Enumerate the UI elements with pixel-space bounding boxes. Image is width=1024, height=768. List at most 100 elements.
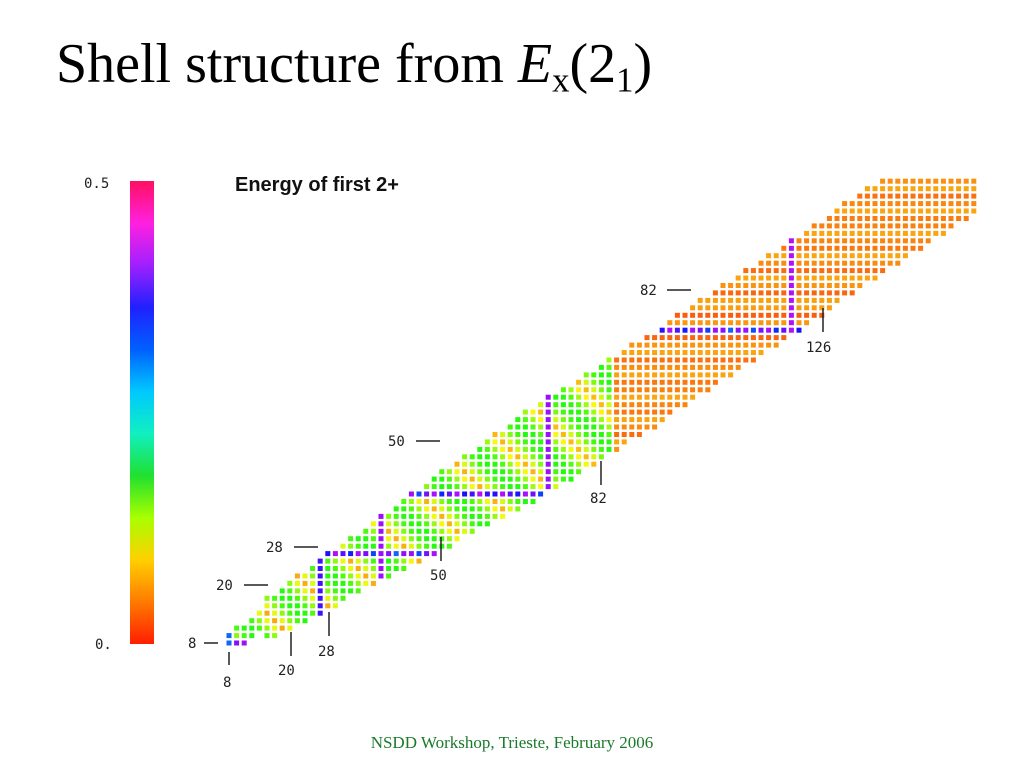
nuclide-cell — [325, 603, 331, 609]
nuclide-cell — [644, 357, 650, 363]
nuclide-cell — [652, 335, 658, 341]
nuclide-cell — [720, 372, 726, 378]
nuclide-cell — [332, 573, 338, 579]
nuclide-cell — [530, 476, 536, 482]
nuclide-cell — [690, 372, 696, 378]
nuclide-cell — [401, 521, 407, 527]
nuclide-cell — [431, 491, 437, 497]
nuclide-cell — [477, 521, 483, 527]
nuclide-cell — [712, 327, 718, 333]
chart-cells — [226, 178, 977, 646]
nuclide-cell — [636, 424, 642, 430]
nuclide-cell — [576, 394, 582, 400]
nuclide-cell — [614, 387, 620, 393]
nuclide-cell — [948, 201, 954, 207]
nuclide-cell — [796, 260, 802, 266]
nuclide-cell — [294, 588, 300, 594]
nuclide-cell — [826, 253, 832, 259]
nuclide-cell — [925, 193, 931, 199]
nuclide-cell — [332, 595, 338, 601]
nuclide-cell — [781, 327, 787, 333]
nuclide-cell — [226, 640, 232, 646]
nuclide-cell — [834, 245, 840, 251]
proton-magic-labels — [204, 289, 691, 644]
nuclide-cell — [560, 394, 566, 400]
nuclide-cell — [249, 625, 255, 631]
nuclide-cell — [325, 558, 331, 564]
nuclide-cell — [553, 432, 559, 437]
nuclide-cell — [781, 245, 787, 251]
nuclide-cell — [439, 513, 445, 519]
nuclide-cell — [766, 327, 772, 333]
nuclide-cell — [849, 260, 855, 266]
nuclide-cell — [340, 551, 346, 557]
nuclide-cell — [545, 446, 551, 452]
neutron-magic-ticks — [228, 308, 824, 665]
nuclide-cell — [864, 223, 870, 229]
nuclide-cell — [348, 588, 354, 594]
nuclide-cell — [788, 297, 794, 303]
nuclide-cell — [530, 484, 536, 490]
nuclide-cell — [781, 268, 787, 274]
nuclide-cell — [682, 327, 688, 333]
nuclide-cell — [606, 372, 612, 378]
nuclide-cell — [796, 283, 802, 288]
nuclide-cell — [667, 342, 673, 348]
nuclide-cell — [553, 476, 559, 482]
nuclide-cell — [895, 238, 901, 244]
nuclide-cell — [545, 432, 551, 437]
nuclide-cell — [773, 342, 779, 348]
nuclide-cell — [690, 364, 696, 370]
nuclide-cell — [652, 394, 658, 400]
nuclide-cell — [796, 253, 802, 259]
chart-title: Energy of first 2+ — [235, 174, 399, 196]
nuclide-cell — [842, 245, 848, 251]
nuclide-cell — [477, 484, 483, 490]
nuclide-cell — [439, 491, 445, 497]
nuclide-cell — [560, 469, 566, 475]
nuclide-cell — [925, 238, 931, 244]
nuclide-cell — [332, 566, 338, 571]
nuclide-cell — [857, 230, 863, 236]
nuclide-cell — [872, 216, 878, 221]
nuclide-cell — [743, 327, 749, 333]
nuclide-cell — [560, 461, 566, 467]
nuclide-cell — [644, 394, 650, 400]
nuclide-cell — [484, 454, 490, 460]
nuclide-cell — [484, 469, 490, 475]
nuclide-cell — [887, 208, 893, 214]
nuclide-cell — [796, 297, 802, 303]
nuclide-cell — [530, 461, 536, 467]
nuclide-cell — [750, 297, 756, 303]
nuclide-cell — [553, 454, 559, 460]
nuclide-cell — [294, 595, 300, 601]
nuclide-cell — [735, 312, 741, 318]
nuclide-cell — [750, 275, 756, 281]
nuclide-cell — [583, 454, 589, 460]
nuclide-cell — [591, 417, 597, 423]
nuclide-cell — [636, 417, 642, 423]
nuclide-cell — [355, 580, 361, 586]
nuclide-cell — [629, 432, 635, 437]
nuclide-cell — [446, 476, 452, 482]
nuclide-cell — [538, 439, 544, 445]
nuclide-cell — [363, 543, 369, 549]
nuclide-cell — [568, 409, 574, 415]
nuclide-cell — [788, 327, 794, 333]
nuclide-cell — [659, 372, 665, 378]
nuclide-cell — [720, 297, 726, 303]
nuclide-cell — [515, 499, 521, 504]
nuclide-cell — [636, 402, 642, 408]
nuclide-cell — [690, 357, 696, 363]
nuclide-cell — [500, 439, 506, 445]
nuclide-cell — [887, 260, 893, 266]
nuclide-cell — [576, 402, 582, 408]
nuclide-cell — [545, 409, 551, 415]
nuclide-cell — [568, 476, 574, 482]
nuclide-cell — [294, 573, 300, 579]
nuclide-cell — [804, 268, 810, 274]
nuclide-cell — [735, 283, 741, 288]
nuclide-cell — [500, 454, 506, 460]
nuclide-cell — [857, 223, 863, 229]
nuclide-cell — [887, 178, 893, 184]
